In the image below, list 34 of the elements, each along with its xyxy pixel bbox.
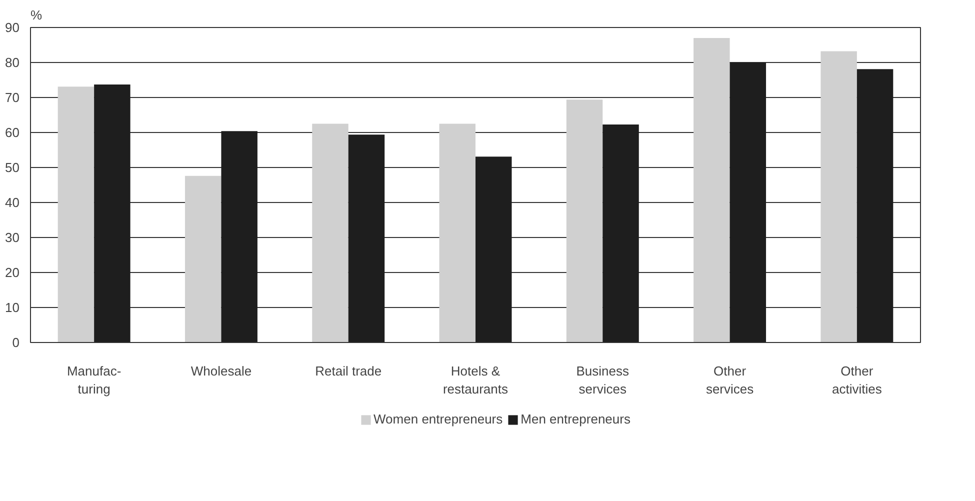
bar bbox=[856, 69, 894, 342]
y-tick-label: 60 bbox=[5, 125, 20, 140]
x-tick-label: Hotels & restaurants bbox=[442, 364, 509, 396]
bar bbox=[439, 124, 476, 342]
bar bbox=[58, 86, 94, 342]
y-tick-label: 50 bbox=[5, 160, 20, 175]
bar bbox=[730, 62, 766, 342]
legend-label: Men entrepreneurs bbox=[520, 412, 630, 426]
y-tick-label: 70 bbox=[5, 90, 20, 105]
y-tick-label: 30 bbox=[5, 230, 20, 245]
y-tick-label: 10 bbox=[5, 300, 20, 315]
x-tick-label: Other activities bbox=[832, 364, 882, 396]
x-tick-label: Other services bbox=[706, 364, 754, 396]
y-tick-label: 90 bbox=[5, 20, 20, 35]
bar bbox=[221, 131, 258, 342]
y-tick-label: 20 bbox=[5, 265, 20, 280]
x-tick-label: Manufac- turing bbox=[66, 364, 122, 396]
x-tick-label: Retail trade bbox=[315, 364, 382, 378]
bar bbox=[820, 51, 857, 342]
y-tick-label: 40 bbox=[5, 195, 20, 210]
x-tick-label: Business services bbox=[576, 364, 630, 396]
bar bbox=[476, 156, 512, 342]
y-tick-label: 0 bbox=[12, 335, 20, 350]
bar bbox=[94, 84, 130, 342]
bar bbox=[312, 124, 348, 342]
bar bbox=[602, 124, 639, 342]
y-tick-label: 80 bbox=[5, 55, 20, 70]
legend-label: Women entrepreneurs bbox=[374, 412, 503, 426]
bar bbox=[566, 100, 603, 342]
bar bbox=[184, 176, 222, 342]
bar bbox=[348, 134, 385, 342]
bar bbox=[694, 38, 730, 342]
x-tick-label: Wholesale bbox=[190, 364, 252, 378]
y-axis-title: % bbox=[30, 8, 42, 22]
